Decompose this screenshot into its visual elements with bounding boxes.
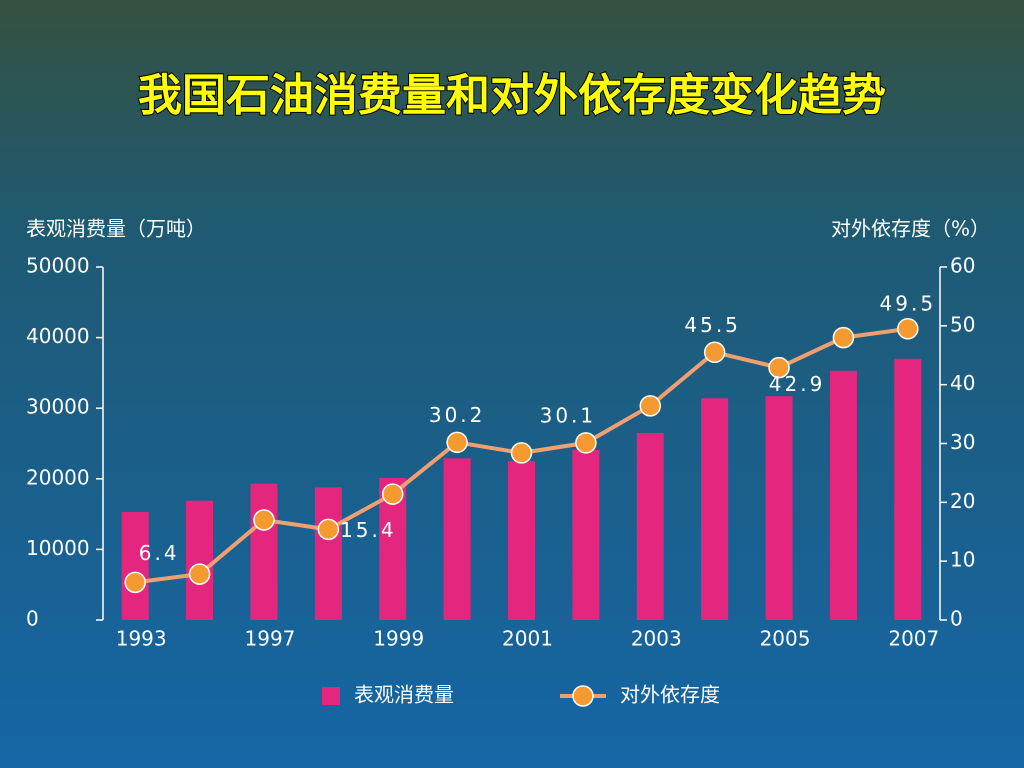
marker	[124, 571, 146, 594]
marker	[639, 395, 662, 417]
x-tick-label: 1999	[373, 627, 424, 651]
marker	[446, 431, 468, 454]
legend-label: 对外依存度	[620, 683, 720, 707]
bar	[121, 511, 149, 620]
data-label: 15.4	[340, 518, 397, 542]
bar	[765, 396, 793, 620]
bar	[636, 432, 664, 620]
y-tick-label: 40000	[26, 324, 90, 348]
data-label: 49.5	[880, 291, 937, 315]
bar	[508, 461, 535, 620]
legend-swatch	[572, 685, 594, 707]
y2-tick-label: 10	[950, 548, 975, 572]
y-tick-label: 50000	[26, 254, 90, 278]
legend-swatch	[322, 687, 340, 705]
x-tick-label: 2005	[760, 627, 811, 651]
data-label: 30.2	[429, 403, 486, 427]
marker	[381, 483, 404, 505]
y2-tick-label: 0	[950, 607, 963, 631]
y2-tick-label: 40	[950, 371, 975, 395]
bar	[250, 483, 278, 620]
y2-tick-label: 60	[950, 254, 975, 278]
bar	[572, 449, 600, 620]
y-tick-label: 0	[26, 607, 39, 631]
x-tick-label: 2007	[888, 627, 939, 651]
y-tick-label: 30000	[26, 395, 90, 419]
bar	[443, 458, 471, 620]
x-tick-label: 2001	[502, 627, 553, 651]
y2-tick-label: 50	[950, 312, 975, 336]
y2-tick-label: 30	[950, 430, 975, 454]
x-tick-label: 1997	[245, 627, 296, 651]
data-label: 45.5	[684, 313, 741, 337]
bar	[186, 500, 214, 620]
y2-axis-title: 对外依存度（%）	[831, 217, 990, 241]
marker	[832, 326, 855, 349]
y-axis-title: 表观消费量（万吨）	[26, 217, 206, 241]
marker	[768, 356, 790, 379]
marker	[703, 341, 726, 364]
data-label: 42.9	[769, 372, 826, 396]
chart-title: 我国石油消费量和对外依存度变化趋势	[138, 70, 886, 121]
bar	[894, 358, 922, 620]
marker	[253, 509, 275, 531]
bar	[701, 398, 729, 620]
marker	[317, 518, 340, 541]
bar	[829, 370, 857, 620]
legend-label: 表观消费量	[354, 683, 454, 707]
x-tick-label: 1993	[116, 627, 167, 651]
bar	[314, 487, 342, 620]
y2-tick-label: 20	[950, 489, 975, 513]
data-label: 30.1	[540, 403, 597, 427]
marker	[188, 563, 211, 585]
marker	[575, 432, 597, 454]
marker	[897, 318, 919, 340]
data-label: 6.4	[139, 541, 180, 565]
y-tick-label: 20000	[26, 465, 90, 489]
marker	[510, 442, 533, 464]
y-tick-label: 10000	[26, 536, 90, 560]
x-tick-label: 2003	[631, 627, 682, 651]
